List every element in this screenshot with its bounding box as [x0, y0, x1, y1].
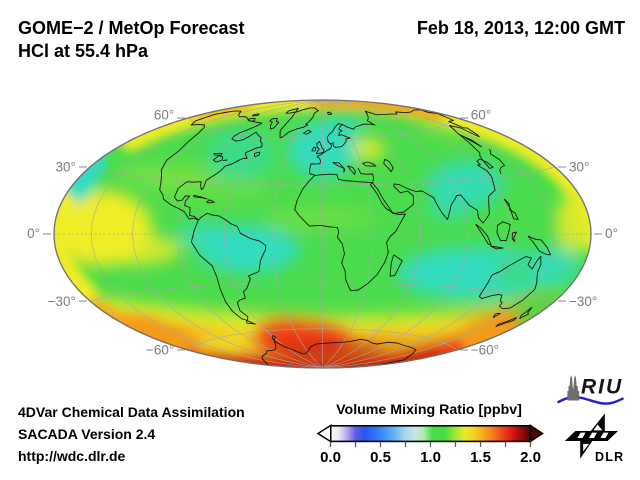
- svg-text:−60°: −60°: [471, 343, 499, 358]
- svg-text:4DVar Chemical Data Assimilati: 4DVar Chemical Data Assimilation: [18, 404, 245, 420]
- svg-text:0.5: 0.5: [370, 449, 391, 466]
- svg-text:0.0: 0.0: [320, 449, 341, 466]
- svg-text:0°: 0°: [605, 226, 618, 241]
- svg-text:30°: 30°: [56, 160, 76, 175]
- svg-text:−30°: −30°: [48, 294, 76, 309]
- svg-text:RIU: RIU: [581, 376, 623, 399]
- svg-text:DLR: DLR: [595, 450, 624, 464]
- svg-text:HCl at 55.4 hPa: HCl at 55.4 hPa: [18, 41, 149, 61]
- svg-text:1.0: 1.0: [420, 449, 441, 466]
- svg-text:−30°: −30°: [569, 294, 597, 309]
- svg-text:GOME−2 / MetOp Forecast: GOME−2 / MetOp Forecast: [18, 18, 245, 38]
- svg-text:SACADA Version 2.4: SACADA Version 2.4: [18, 426, 155, 442]
- svg-text:2.0: 2.0: [520, 449, 541, 466]
- svg-text:1.5: 1.5: [470, 449, 491, 466]
- svg-text:60°: 60°: [471, 108, 491, 123]
- svg-text:Feb 18, 2013, 12:00 GMT: Feb 18, 2013, 12:00 GMT: [417, 18, 625, 38]
- svg-text:30°: 30°: [569, 160, 589, 175]
- svg-text:Volume Mixing Ratio [ppbv]: Volume Mixing Ratio [ppbv]: [336, 402, 522, 418]
- svg-text:−60°: −60°: [146, 343, 174, 358]
- svg-text:60°: 60°: [154, 108, 174, 123]
- svg-text:http://wdc.dlr.de: http://wdc.dlr.de: [18, 448, 126, 464]
- svg-text:0°: 0°: [27, 226, 40, 241]
